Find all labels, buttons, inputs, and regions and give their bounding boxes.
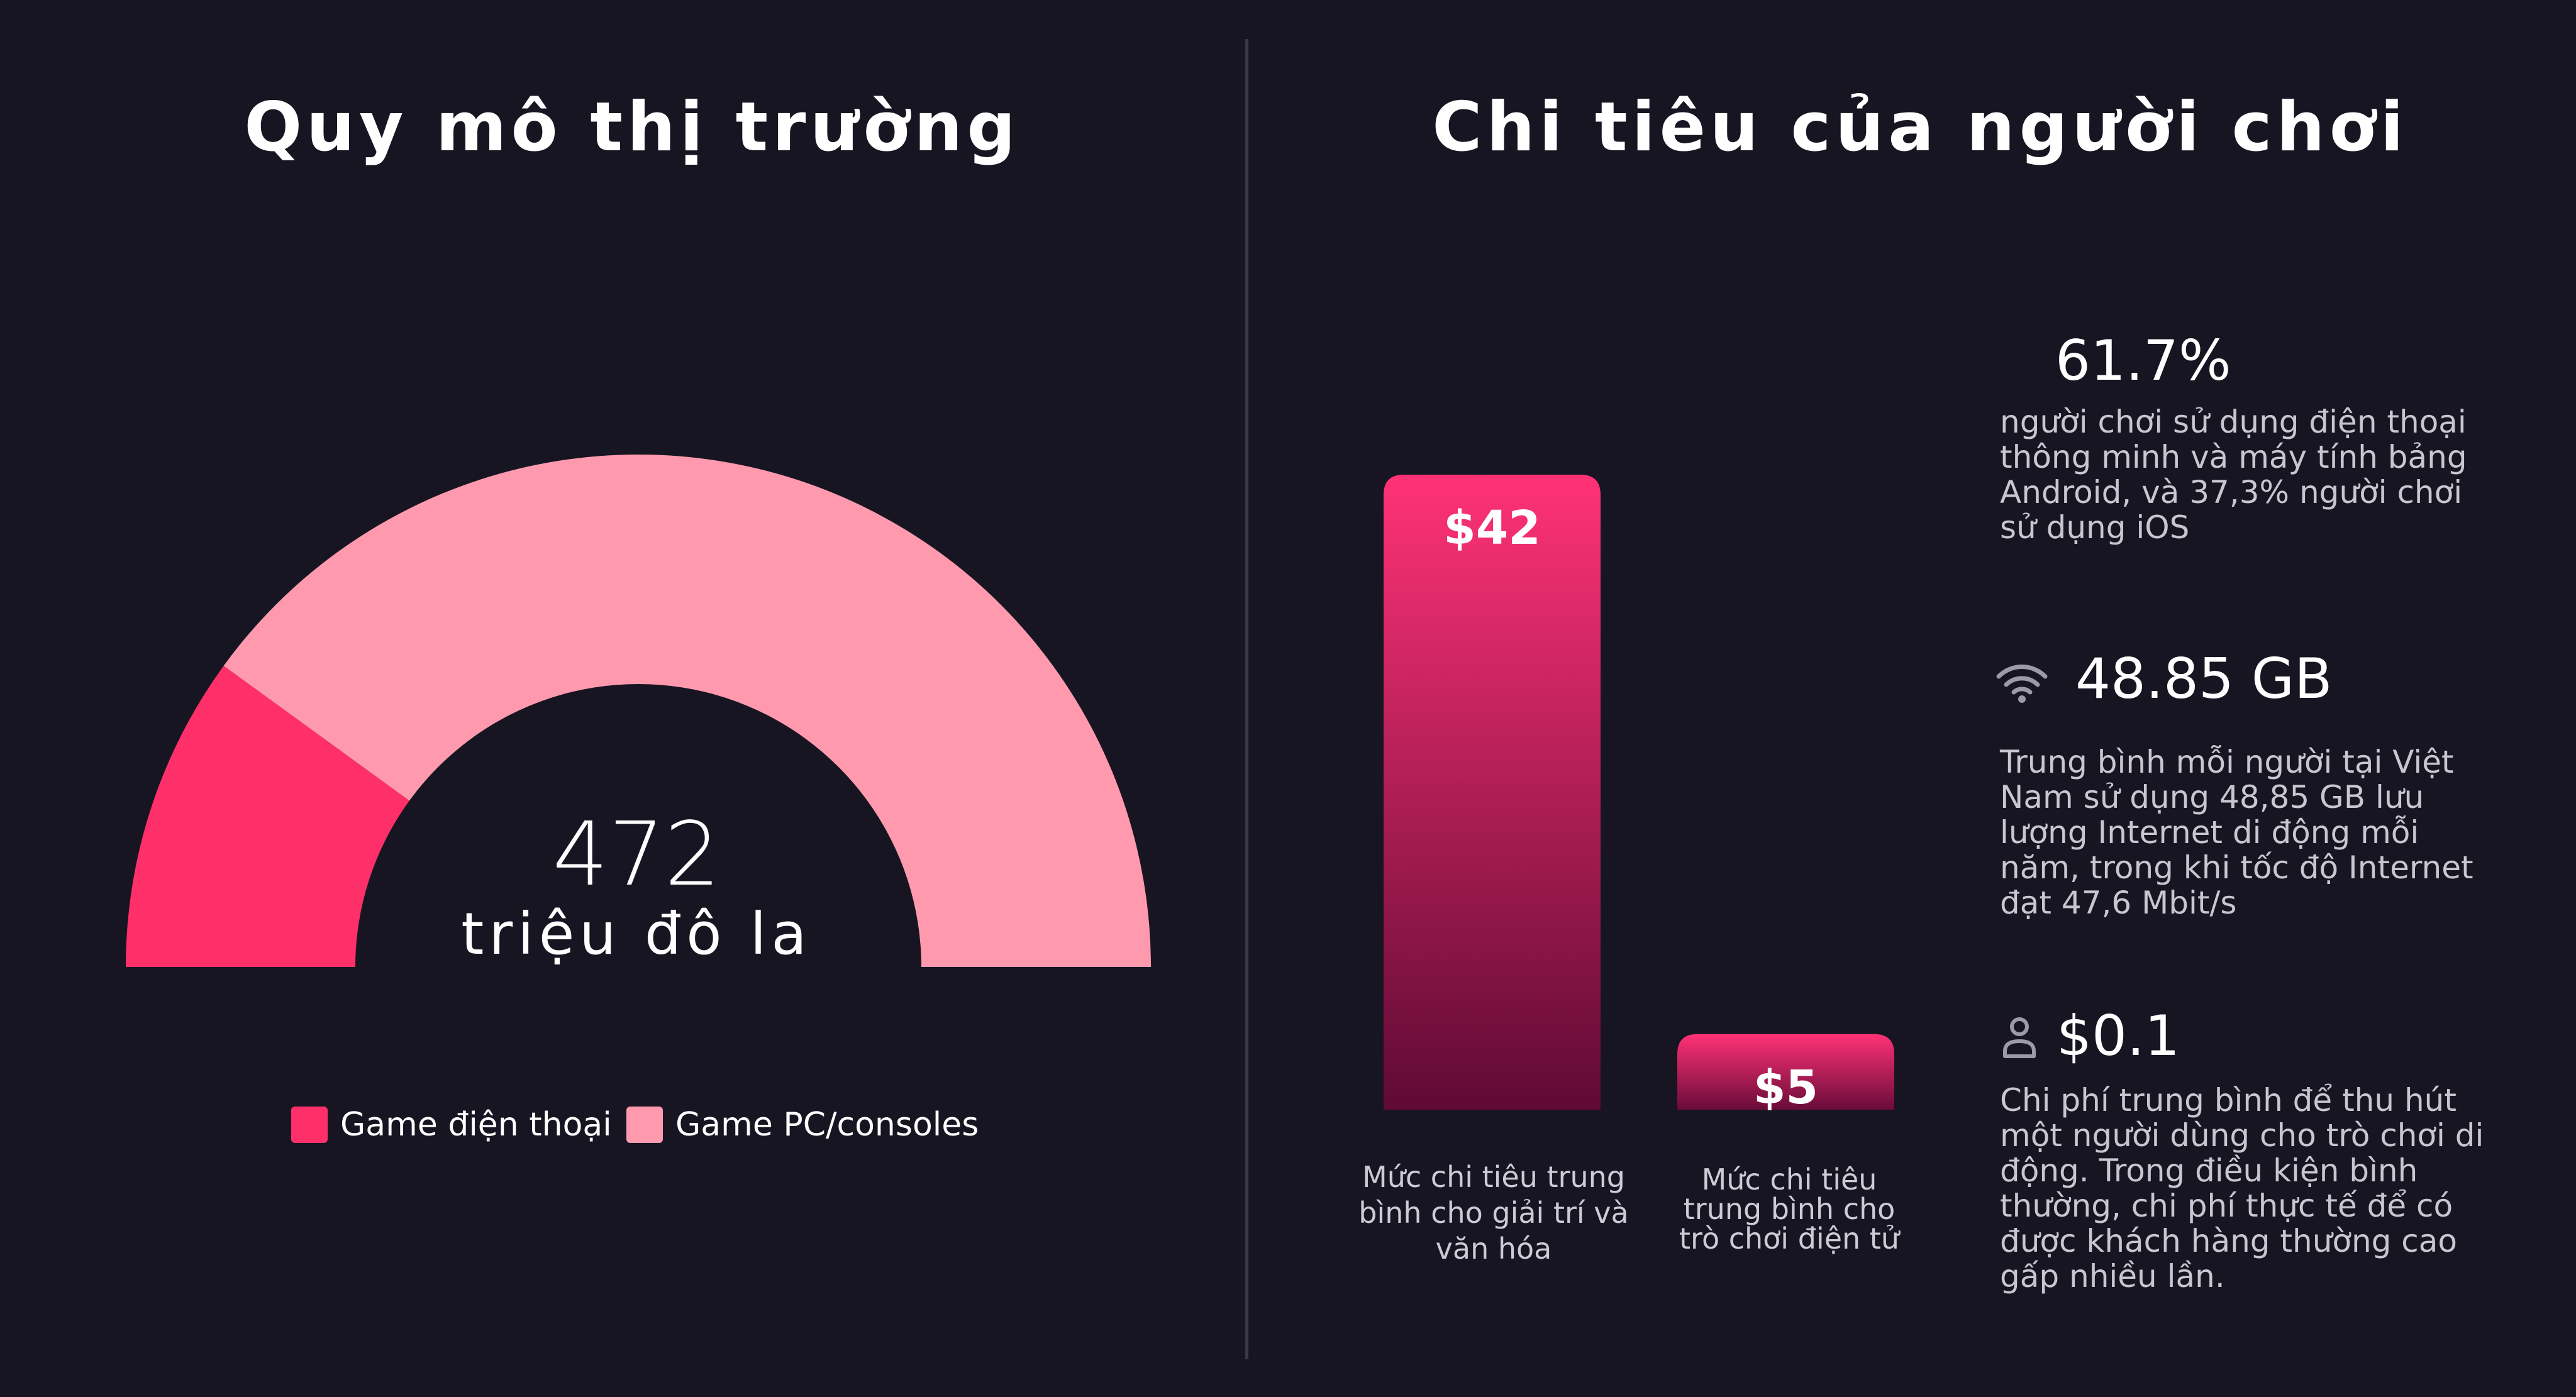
stat-value-data-usage: 48.85 GB — [2075, 646, 2333, 711]
wifi-icon — [1995, 659, 2049, 704]
spending-bar-chart: $42 $5 — [1384, 475, 1894, 1115]
bar-value-label-1: $5 — [1753, 1061, 1818, 1115]
legend-label-pc: Game PC/consoles — [675, 1106, 979, 1144]
player-spending-title: Chi tiêu của người chơi — [1432, 88, 2408, 167]
bar-1 — [1677, 1034, 1894, 1110]
bar-category-label-1: Mức chi tiêu trung bình cho trò chơi điệ… — [1679, 1162, 1899, 1256]
user-icon — [2002, 1016, 2037, 1059]
gauge-center-unit: triệu đô la — [461, 900, 812, 968]
stat-value-android: 61.7% — [2055, 328, 2231, 393]
legend-item-pc: Game PC/consoles — [626, 1106, 979, 1144]
market-size-gauge — [126, 455, 1152, 967]
gauge-segment-pc — [223, 455, 1152, 967]
legend-swatch-mobile — [291, 1107, 328, 1143]
gauge-segment-mobile — [126, 665, 409, 967]
panel-divider — [1245, 39, 1248, 1359]
gauge-center-value: 472 — [552, 803, 721, 906]
stat-desc-acquisition-cost: Chi phí trung bình để thu hút một người … — [2000, 1082, 2484, 1295]
stat-desc-android: người chơi sử dụng điện thoại thông minh… — [2000, 404, 2467, 546]
legend-item-mobile: Game điện thoại — [291, 1106, 612, 1144]
stat-desc-data-usage: Trung bình mỗi người tại Việt Nam sử dụn… — [2000, 744, 2473, 921]
stat-value-acquisition-cost: $0.1 — [2057, 1003, 2180, 1068]
market-size-title: Quy mô thị trường — [244, 88, 1020, 167]
bar-category-label-0: Mức chi tiêu trung bình cho giải trí và … — [1358, 1160, 1629, 1266]
bar-0 — [1384, 475, 1601, 1110]
bar-value-label-0: $42 — [1443, 501, 1540, 555]
legend-swatch-pc — [626, 1107, 663, 1143]
legend-label-mobile: Game điện thoại — [340, 1106, 612, 1144]
